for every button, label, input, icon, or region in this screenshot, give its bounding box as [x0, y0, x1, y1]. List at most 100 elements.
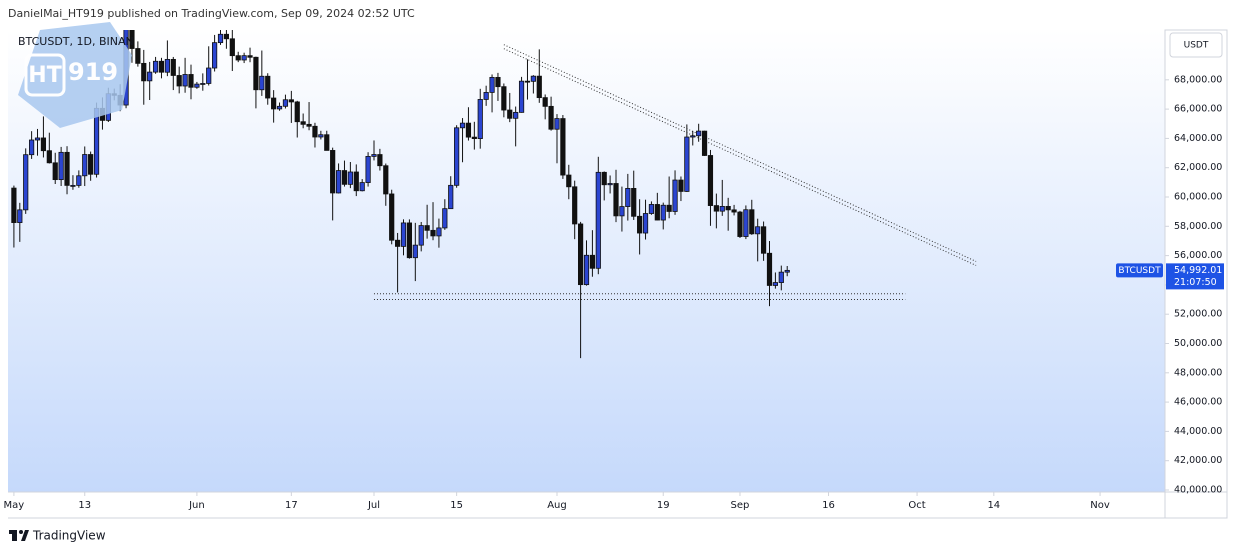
candle — [11, 185, 17, 248]
candle — [46, 132, 52, 164]
candle-body — [276, 105, 283, 110]
candle-body — [454, 127, 460, 186]
candle-body — [40, 137, 47, 152]
candle-body — [448, 184, 454, 210]
logo-badge — [18, 22, 132, 128]
candle-body — [17, 209, 23, 223]
candle — [194, 81, 200, 89]
candle-body — [465, 122, 472, 138]
y-tick-label: 42,000.00 — [1174, 455, 1222, 466]
candle — [595, 156, 601, 275]
candle — [436, 218, 442, 248]
candle — [701, 130, 708, 156]
candle — [412, 222, 418, 282]
candle — [88, 151, 94, 181]
candle-body — [182, 74, 188, 87]
candle-body — [318, 134, 324, 138]
candle-body — [324, 134, 330, 151]
candle — [507, 92, 513, 123]
candle-body — [513, 111, 519, 119]
candle — [300, 113, 306, 129]
candle-body — [70, 184, 76, 187]
candle — [430, 202, 436, 241]
symbol: BTCUSDT, 1D, BINAN — [18, 35, 134, 48]
candle-body — [335, 170, 342, 194]
footer-icon — [21, 530, 29, 541]
candle-body — [229, 38, 235, 57]
candle-body — [507, 109, 513, 119]
y-tick-label: 62,000.00 — [1174, 162, 1222, 173]
candle-body — [477, 99, 483, 139]
candle-body — [495, 76, 501, 88]
candle-body — [601, 171, 607, 186]
candle-body — [371, 154, 377, 157]
candle — [347, 162, 353, 189]
candle-body — [271, 97, 277, 110]
candle — [147, 61, 153, 100]
plot — [11, 30, 977, 359]
candle — [530, 75, 536, 94]
candle-body — [524, 80, 531, 83]
candle — [259, 50, 265, 96]
candle — [424, 204, 430, 239]
candle-body — [400, 222, 407, 247]
candle — [566, 164, 572, 200]
candle — [572, 180, 578, 240]
candle-body — [347, 171, 353, 185]
candle — [188, 64, 194, 100]
candle-body — [731, 209, 737, 213]
y-tick-label: 46,000.00 — [1174, 397, 1222, 408]
candle — [459, 118, 466, 163]
candle — [637, 199, 643, 255]
candle-body — [253, 56, 259, 91]
x-tick-label: Jun — [188, 500, 205, 511]
candle-body — [353, 171, 359, 192]
candle — [536, 49, 542, 103]
candle-body — [755, 226, 761, 235]
candle-body — [365, 155, 371, 183]
candle-body — [743, 209, 749, 237]
candle-body — [341, 170, 348, 185]
candle — [235, 51, 241, 63]
candle-body — [430, 229, 436, 237]
x-tick-label: Aug — [547, 500, 567, 511]
candle-body — [217, 33, 224, 44]
candle-body — [654, 204, 660, 221]
candle-body — [625, 188, 631, 207]
candle-body — [306, 123, 312, 127]
candle — [40, 116, 47, 158]
candle — [731, 204, 737, 216]
candle — [377, 148, 383, 171]
candle — [29, 131, 35, 159]
candle — [601, 171, 607, 201]
candle-body — [760, 226, 767, 254]
candle-body — [412, 244, 418, 259]
candle — [743, 205, 749, 240]
candle — [454, 125, 460, 188]
candle-body — [129, 30, 135, 49]
candle-body — [436, 227, 442, 237]
candle — [471, 121, 477, 150]
candle — [389, 189, 395, 245]
candle-body — [489, 76, 495, 93]
candle-body — [259, 75, 265, 91]
candle-body — [707, 155, 714, 206]
candle-body — [52, 162, 58, 181]
candle-body — [406, 222, 413, 259]
candle — [725, 197, 731, 231]
candle-body — [300, 121, 306, 125]
candle — [501, 83, 507, 118]
candle-body — [631, 188, 637, 217]
candle-body — [359, 182, 365, 192]
candle — [182, 57, 188, 93]
currency: USDT — [1184, 41, 1209, 51]
candle — [518, 76, 525, 113]
candle — [253, 56, 259, 109]
candle — [324, 130, 330, 151]
candle — [76, 170, 82, 188]
candle-body — [141, 62, 147, 82]
candle-body — [749, 209, 755, 235]
candle — [483, 85, 489, 106]
candle-body — [577, 223, 584, 286]
candle — [212, 34, 218, 72]
